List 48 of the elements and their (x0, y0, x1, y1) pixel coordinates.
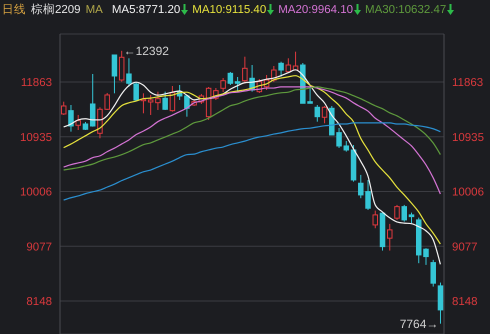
candlestick (314, 104, 320, 122)
y-tick-label: 10006 (20, 186, 52, 199)
candlestick (162, 91, 168, 110)
legend-title: MA (86, 4, 103, 16)
chart-title: 日线 (2, 2, 26, 17)
candlestick (90, 73, 96, 128)
candlestick (358, 174, 364, 199)
candlestick (104, 92, 110, 110)
text: MA20:9964.10 (278, 4, 354, 16)
candlestick (68, 104, 74, 132)
candlestick (242, 56, 248, 84)
candlestick (126, 58, 132, 88)
candlestick (60, 101, 66, 116)
candlestick (112, 54, 118, 94)
candlestick (75, 114, 81, 130)
candlestick (438, 282, 444, 324)
candlestick (234, 76, 240, 93)
candlestick (278, 61, 284, 78)
y2-tick-label: 8148 (452, 296, 478, 308)
candlestick (118, 50, 124, 82)
candlestick (97, 106, 103, 139)
text: MA10:9115.40 (192, 4, 266, 16)
y2-tick-label: 9077 (452, 241, 478, 254)
y2-tick-label: 10935 (452, 132, 484, 144)
text: MA5:8771.20 (112, 4, 180, 16)
y-tick-label: 9077 (26, 241, 52, 254)
candlestick (387, 223, 393, 252)
y-tick-label: 10935 (20, 132, 52, 144)
y-tick-label: 11863 (20, 77, 52, 90)
y-tick-label: 8148 (26, 296, 52, 308)
candlestick (394, 204, 400, 220)
text: MA30:10632.47 (365, 4, 446, 16)
candlestick (372, 210, 378, 229)
candlestick (228, 71, 234, 86)
annotation: 7764→ (400, 316, 438, 331)
line-series (63, 86, 441, 171)
candlestick (365, 179, 371, 210)
candlestick (322, 105, 328, 124)
candlestick (307, 88, 313, 104)
candlestick (430, 259, 436, 288)
candlestick (220, 77, 226, 93)
candlestick (133, 81, 139, 100)
y2-tick-label: 10006 (452, 186, 484, 199)
chart-subtitle: 棕榈2209 (31, 2, 81, 17)
candlestick (286, 58, 292, 74)
line-series (63, 122, 441, 201)
annotation: ←12392 (124, 44, 169, 58)
y2-tick-label: 11863 (452, 77, 484, 90)
